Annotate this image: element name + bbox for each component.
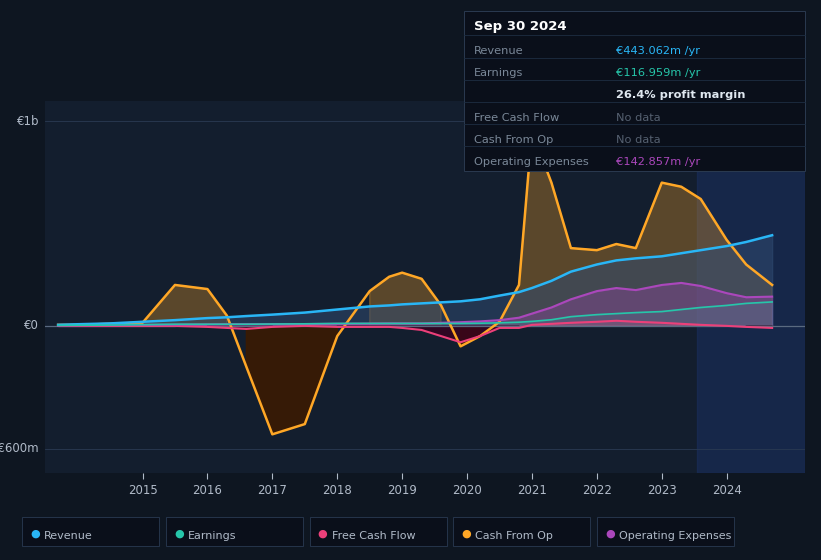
Text: Operating Expenses: Operating Expenses: [474, 157, 589, 167]
Text: ●: ●: [605, 529, 615, 539]
Text: ●: ●: [461, 529, 471, 539]
Bar: [698, 101, 805, 473]
Text: Revenue: Revenue: [44, 531, 93, 541]
Text: Earnings: Earnings: [188, 531, 236, 541]
Text: €116.959m /yr: €116.959m /yr: [616, 68, 700, 78]
Text: No data: No data: [616, 135, 660, 144]
Text: €142.857m /yr: €142.857m /yr: [616, 157, 700, 167]
Text: ●: ●: [318, 529, 328, 539]
Text: Cash From Op: Cash From Op: [474, 135, 553, 144]
Text: Cash From Op: Cash From Op: [475, 531, 553, 541]
Text: Earnings: Earnings: [474, 68, 523, 78]
Text: Sep 30 2024: Sep 30 2024: [474, 20, 566, 33]
Text: ●: ●: [30, 529, 40, 539]
Text: €0: €0: [24, 319, 39, 333]
Text: €443.062m /yr: €443.062m /yr: [616, 46, 699, 56]
Text: €1b: €1b: [16, 115, 39, 128]
Text: 26.4% profit margin: 26.4% profit margin: [616, 90, 745, 100]
Text: No data: No data: [616, 113, 660, 123]
Text: Free Cash Flow: Free Cash Flow: [332, 531, 415, 541]
Text: Revenue: Revenue: [474, 46, 523, 56]
Text: Free Cash Flow: Free Cash Flow: [474, 113, 559, 123]
Text: Operating Expenses: Operating Expenses: [619, 531, 732, 541]
Text: ●: ●: [174, 529, 184, 539]
Text: -€600m: -€600m: [0, 442, 39, 455]
